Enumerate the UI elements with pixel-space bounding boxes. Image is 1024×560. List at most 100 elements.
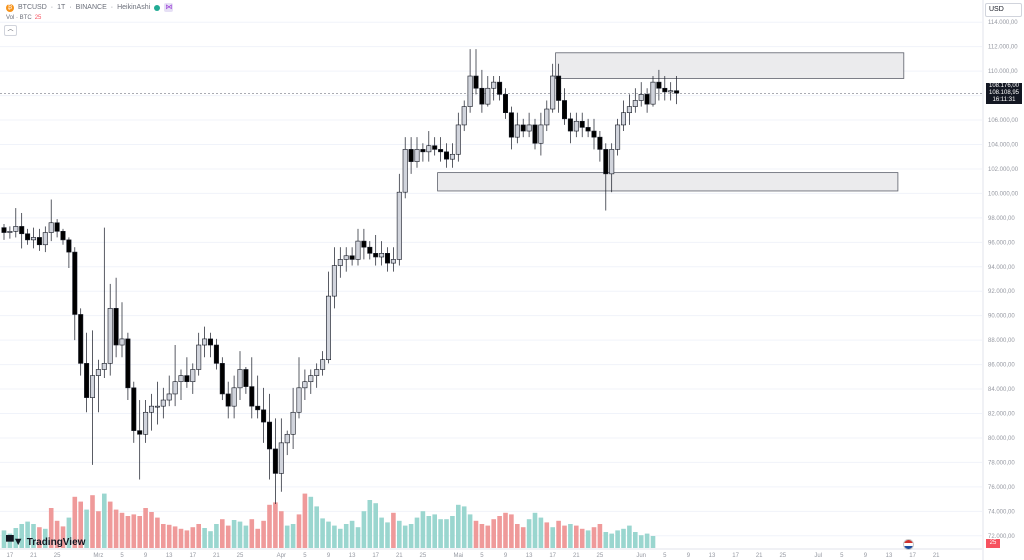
y-tick-label: 96.000,00 (988, 240, 1015, 246)
symbol-label[interactable]: BTCUSD (18, 4, 47, 11)
countdown-label: 16:11:31 (992, 97, 1016, 104)
x-tick-label: 13 (886, 553, 893, 559)
x-tick-label: 21 (396, 553, 403, 559)
candle-body (30, 237, 36, 241)
volume-bar (485, 525, 491, 548)
volume-bar (473, 520, 479, 548)
y-tick-label: 80.000,00 (988, 436, 1015, 442)
volume-bar (497, 516, 502, 548)
currency-selector[interactable]: USD (985, 3, 1022, 17)
candle-body (13, 226, 19, 232)
candle-body (137, 430, 143, 435)
candle-body (367, 246, 373, 254)
y-tick-label: 106.000,00 (988, 118, 1019, 124)
candle-body (255, 405, 261, 411)
volume-bar (391, 512, 396, 548)
candle-body (196, 344, 202, 370)
volume-bar (237, 521, 243, 548)
x-tick-label: 21 (30, 553, 37, 559)
x-tick-label: Mai (453, 553, 463, 559)
candle-body (674, 90, 680, 94)
x-tick-label: 17 (7, 553, 14, 559)
volume-bar (633, 532, 638, 548)
candle-body (72, 251, 78, 315)
candle-body (609, 149, 615, 175)
y-tick-label: 72.000,00 (988, 534, 1015, 540)
x-tick-label: 17 (372, 553, 379, 559)
volume-bar (515, 524, 520, 548)
volume-bar (184, 530, 190, 548)
volume-bar (349, 520, 355, 548)
volume-bar (420, 511, 426, 548)
x-tick-label: 9 (687, 553, 691, 559)
candle-body (520, 124, 526, 132)
volume-bar (172, 526, 178, 548)
candle-body (101, 363, 107, 370)
volume-bar (196, 524, 201, 548)
candle-body (343, 255, 349, 260)
volume-bar (402, 525, 408, 548)
volume-bar (326, 521, 331, 548)
volume-bar (273, 502, 278, 548)
candle-body (19, 226, 25, 235)
candle-body (231, 387, 237, 407)
volume-bar (491, 519, 496, 548)
volume-bar (96, 511, 101, 548)
volume-bar (444, 519, 449, 548)
volume-bar (1, 530, 7, 548)
chevron-up-icon[interactable]: ︿ (4, 25, 17, 36)
candle-body (202, 338, 208, 346)
candle-body (119, 338, 125, 346)
x-tick-label: 21 (573, 553, 580, 559)
y-tick-label: 76.000,00 (988, 485, 1015, 491)
volume-bar (373, 503, 378, 548)
volume-bar (638, 535, 644, 548)
candle-body (567, 118, 573, 132)
candle-body (550, 75, 556, 110)
volume-bar (644, 533, 650, 548)
candle-body (384, 253, 390, 264)
candle-body (485, 87, 491, 105)
candle-body (626, 106, 632, 114)
volume-bar (7, 533, 13, 548)
candle-body (184, 375, 190, 383)
x-tick-label: 21 (933, 553, 940, 559)
candle-body (36, 237, 42, 246)
chart-header: ₿ BTCUSD · 1T · BINANCE · HeikinAshi ⋈ (6, 3, 174, 12)
volume-bar (438, 519, 443, 548)
volume-label: Vol · BTC (6, 15, 32, 21)
volume-bar (255, 528, 260, 548)
candle-body (603, 149, 609, 175)
candle-body (556, 75, 562, 101)
volume-bar (456, 504, 461, 548)
volume-bar (550, 527, 555, 548)
y-tick-label: 110.000,00 (988, 69, 1018, 75)
candle-body (502, 94, 508, 114)
volume-bar (603, 532, 609, 548)
volume-bar (467, 514, 473, 548)
tradingview-logo[interactable]: ▀▼ TradingView (6, 536, 85, 548)
volume-bar (125, 516, 131, 548)
candle-body (78, 314, 84, 364)
volume-bar (155, 517, 160, 548)
us-flag-icon[interactable] (903, 539, 914, 550)
candle-body (7, 231, 13, 233)
volume-bar (308, 496, 314, 548)
volume-bar (202, 528, 207, 548)
x-tick-label: 17 (549, 553, 556, 559)
y-tick-label: 94.000,00 (988, 265, 1015, 271)
candle-body (143, 411, 149, 435)
interval-label[interactable]: 1T (57, 4, 66, 11)
candle-body (644, 94, 650, 105)
candle-body (396, 191, 402, 260)
volume-bar (361, 511, 367, 548)
zone-rectangle (555, 52, 905, 79)
volume-bar (579, 528, 585, 548)
chart-type-label[interactable]: HeikinAshi (117, 4, 151, 11)
share-icon[interactable]: ⋈ (164, 3, 174, 12)
candle-body (544, 108, 550, 126)
volume-bar (190, 527, 196, 548)
volume-bar (526, 519, 532, 548)
